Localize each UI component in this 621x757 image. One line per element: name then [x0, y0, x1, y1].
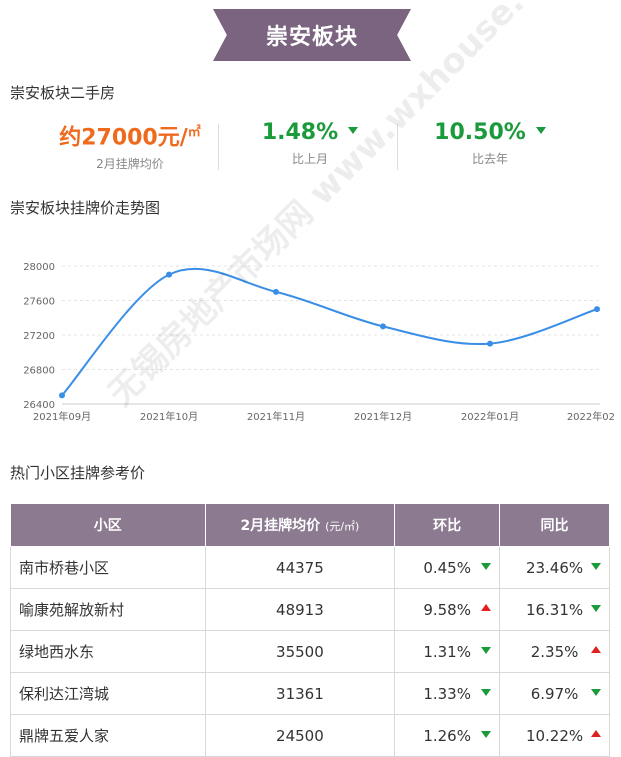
community-mom-value: 1.26% — [423, 726, 471, 745]
community-mom-value: 0.45% — [423, 558, 471, 577]
community-name: 南市桥巷小区 — [10, 546, 206, 589]
x-tick-label: 2021年09月 — [33, 410, 91, 423]
x-tick-label: 2022年02 — [567, 410, 615, 423]
hot-communities-table: 小区 2月挂牌均价 (元/㎡) 环比 同比 南市桥巷小区 44375 0.45% 23… — [10, 503, 610, 757]
community-mom: 1.31% — [394, 630, 501, 673]
table-row: 绿地西水东 35500 1.31% 2.35% — [10, 630, 610, 673]
col-header-name: 小区 — [10, 503, 206, 547]
down-arrow-icon — [348, 126, 359, 134]
mom-number: 1.48% — [261, 120, 339, 145]
community-yoy-value: 2.35% — [530, 642, 579, 661]
community-mom: 9.58% — [394, 588, 501, 631]
banner-title: 崇安板块 — [265, 25, 358, 50]
down-arrow-icon — [535, 126, 546, 134]
down-arrow-icon — [591, 563, 601, 570]
price-trend-chart: 26400 26800 27200 27600 28000 2021年09月 2021年1… — [23, 262, 615, 423]
yoy-value: 10.50% — [390, 118, 590, 148]
avg-price-number: 约27000元/ — [59, 125, 188, 151]
table-row: 保利达江湾城 31361 1.33% 6.97% — [10, 672, 610, 715]
community-price: 48913 — [204, 588, 396, 631]
avg-price-stat: 约27000元/㎡ 2月挂牌均价 — [30, 118, 230, 172]
data-point — [166, 271, 172, 278]
avg-price-value: 约27000元/㎡ — [30, 118, 230, 153]
data-point — [487, 340, 493, 347]
yoy-label: 比去年 — [471, 152, 508, 166]
col-header-yoy: 同比 — [499, 503, 610, 547]
table-header-row: 小区 2月挂牌均价 (元/㎡) 环比 同比 — [10, 503, 610, 547]
community-name: 绿地西水东 — [10, 630, 206, 673]
community-mom-value: 1.33% — [423, 684, 471, 703]
title-banner: 崇安板块 — [213, 9, 411, 61]
x-tick-label: 2021年12月 — [354, 410, 412, 423]
col-header-price: 2月挂牌均价 (元/㎡) — [204, 503, 396, 547]
table-row: 南市桥巷小区 44375 0.45% 23.46% — [10, 546, 610, 589]
col-header-price-unit: (元/㎡) — [325, 520, 360, 533]
yoy-stat: 10.50% 比去年 — [390, 118, 590, 167]
x-tick-label: 2021年11月 — [247, 410, 305, 423]
table-row: 鼎牌五爱人家 24500 1.26% 10.22% — [10, 714, 610, 757]
divider — [218, 124, 219, 170]
data-point — [59, 392, 65, 399]
community-name: 鼎牌五爱人家 — [10, 714, 206, 757]
community-name: 保利达江湾城 — [10, 672, 206, 715]
community-yoy: 23.46% — [499, 546, 610, 589]
community-yoy: 6.97% — [499, 672, 610, 715]
x-tick-label: 2021年10月 — [140, 410, 198, 423]
down-arrow-icon — [591, 605, 601, 612]
mom-stat: 1.48% 比上月 — [210, 118, 410, 167]
summary-section-title: 崇安板块二手房 — [10, 84, 116, 102]
up-arrow-icon — [481, 604, 492, 611]
community-yoy: 10.22% — [499, 714, 610, 757]
col-header-mom: 环比 — [394, 503, 501, 547]
col-header-price-label: 2月挂牌均价 — [240, 518, 321, 534]
community-name: 喻康苑解放新村 — [10, 588, 206, 631]
community-price: 24500 — [204, 714, 396, 757]
y-tick-label: 26800 — [23, 366, 55, 377]
up-arrow-icon — [591, 730, 601, 737]
avg-price-unit: ㎡ — [187, 125, 201, 140]
community-mom: 1.26% — [394, 714, 501, 757]
community-yoy-value: 6.97% — [530, 684, 579, 703]
price-trend-line — [61, 267, 598, 397]
avg-price-label: 2月挂牌均价 — [96, 157, 164, 172]
community-mom-value: 9.58% — [423, 600, 471, 619]
down-arrow-icon — [481, 689, 492, 696]
community-price: 31361 — [204, 672, 396, 715]
trend-section-title: 崇安板块挂牌价走势图 — [10, 199, 161, 217]
community-mom-value: 1.31% — [423, 642, 471, 661]
data-point — [594, 306, 600, 313]
community-yoy: 16.31% — [499, 588, 610, 631]
data-point — [380, 323, 386, 330]
community-price: 44375 — [204, 546, 396, 589]
community-mom: 1.33% — [394, 672, 501, 715]
community-yoy-value: 16.31% — [525, 600, 584, 619]
down-arrow-icon — [591, 689, 601, 696]
community-mom: 0.45% — [394, 546, 501, 589]
y-tick-label: 27200 — [23, 331, 55, 342]
x-tick-label: 2022年01月 — [461, 410, 519, 423]
down-arrow-icon — [481, 647, 492, 654]
mom-value: 1.48% — [210, 118, 410, 148]
data-point — [273, 288, 279, 295]
down-arrow-icon — [481, 563, 492, 570]
mom-label: 比上月 — [291, 152, 328, 166]
yoy-number: 10.50% — [434, 120, 526, 145]
divider — [397, 124, 398, 170]
y-tick-label: 27600 — [23, 297, 55, 308]
community-price: 35500 — [204, 630, 396, 673]
up-arrow-icon — [591, 646, 601, 653]
hot-section-title: 热门小区挂牌参考价 — [10, 464, 146, 482]
table-row: 喻康苑解放新村 48913 9.58% 16.31% — [10, 588, 610, 631]
y-tick-label: 28000 — [23, 262, 55, 273]
down-arrow-icon — [481, 731, 492, 738]
community-yoy: 2.35% — [499, 630, 610, 673]
community-yoy-value: 23.46% — [525, 558, 584, 577]
y-tick-label: 26400 — [23, 400, 55, 411]
community-yoy-value: 10.22% — [525, 726, 584, 745]
